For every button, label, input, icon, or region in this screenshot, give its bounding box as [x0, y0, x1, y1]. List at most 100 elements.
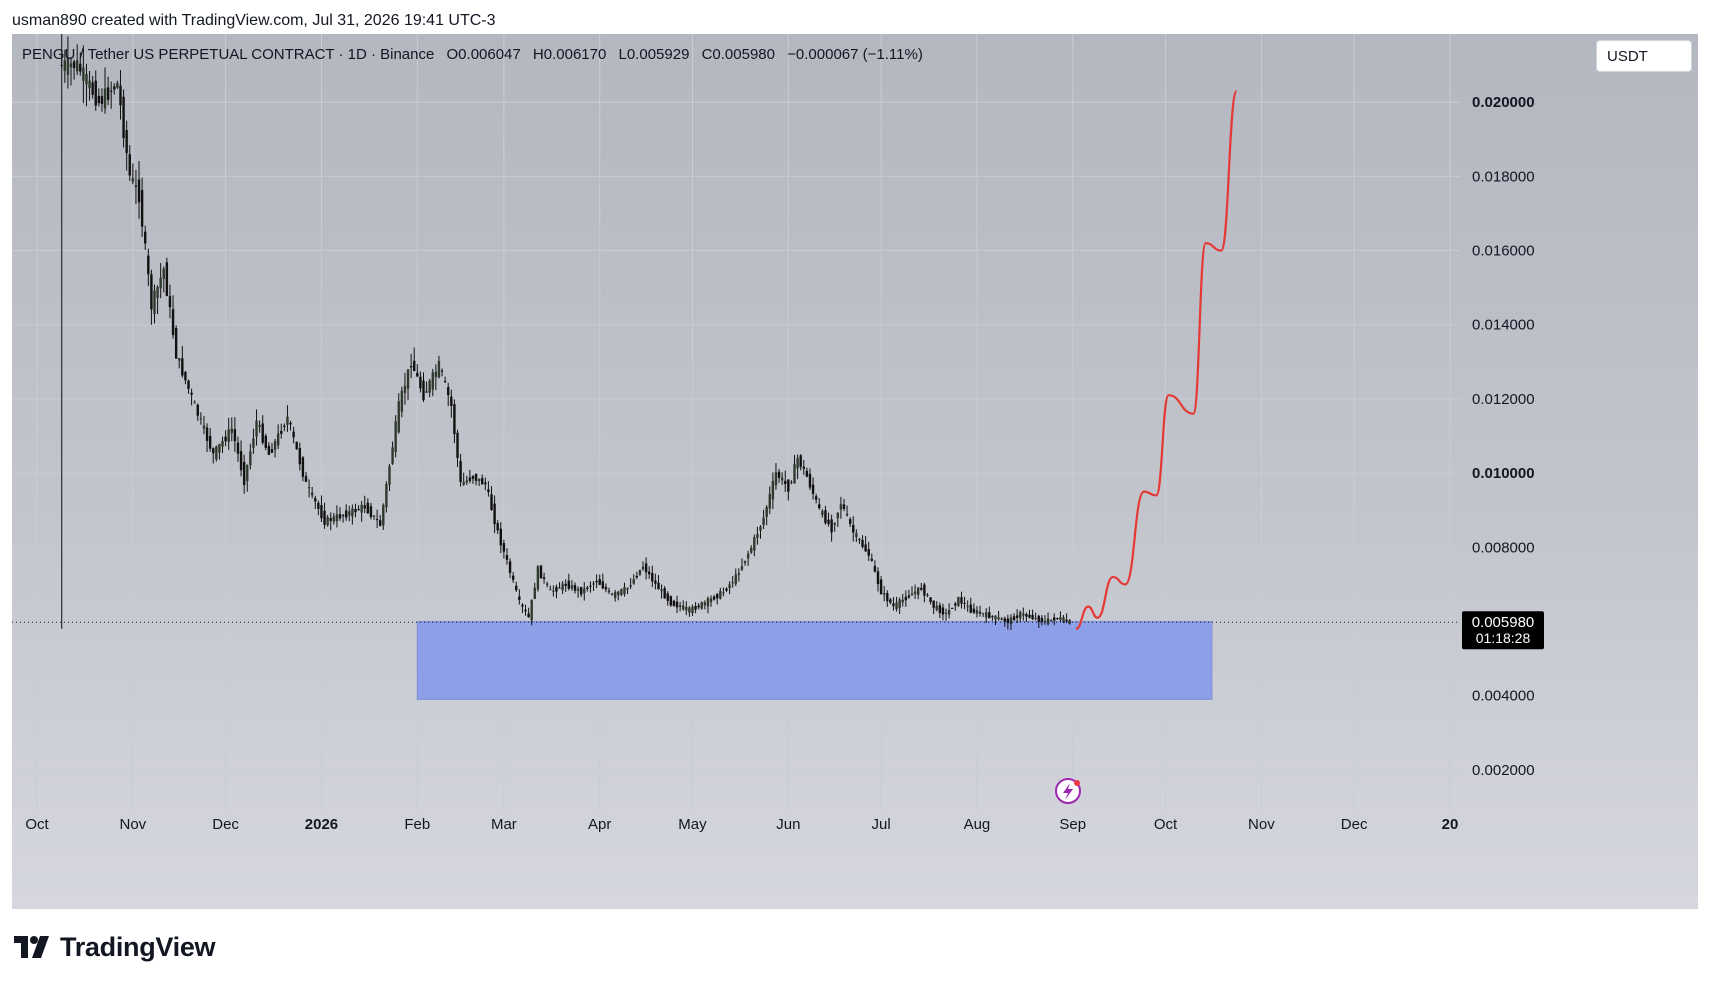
candle-body: [280, 431, 283, 434]
candle-body: [171, 309, 175, 336]
candle-body: [647, 571, 651, 575]
candle-body: [159, 277, 162, 289]
candle-body: [746, 553, 750, 559]
candle-body: [805, 470, 809, 477]
candle-body: [397, 401, 400, 433]
x-axis-tick-label: Aug: [964, 816, 991, 833]
candle-body: [994, 615, 997, 620]
candle-body: [276, 433, 280, 446]
candle-body: [181, 358, 184, 376]
change-value: −0.000067 (−1.11%): [787, 46, 923, 63]
candle-body: [861, 539, 864, 547]
candle-body: [669, 596, 673, 606]
x-axis-tick-label: Dec: [1341, 816, 1368, 833]
candle-body: [110, 90, 113, 92]
candle-body: [558, 587, 561, 589]
candle-body: [663, 588, 666, 599]
candle-body: [991, 616, 994, 618]
candle-body: [190, 392, 193, 395]
candle-body: [694, 606, 697, 610]
candle-body: [691, 606, 694, 613]
candle-body: [255, 420, 258, 437]
candle-body: [814, 496, 818, 500]
candle-body: [808, 473, 812, 488]
candle-body: [527, 613, 530, 618]
candle-body: [382, 504, 385, 526]
candle-body: [598, 579, 601, 585]
support-zone-rectangle[interactable]: [416, 620, 1213, 700]
candle-body: [564, 583, 567, 586]
candle-body: [626, 588, 629, 590]
candle-body: [97, 95, 101, 104]
candle-body: [796, 457, 799, 469]
candle-body: [678, 605, 682, 607]
candle-body: [242, 462, 246, 485]
candle-body: [552, 590, 555, 592]
y-axis-tick-label: 0.018000: [1472, 168, 1535, 185]
candle-body: [697, 605, 700, 608]
candle-body: [131, 178, 135, 182]
candle-body: [830, 519, 833, 533]
candle-body: [951, 607, 954, 609]
candle-body: [369, 506, 373, 518]
currency-button[interactable]: USDT: [1596, 40, 1692, 72]
candle-body: [790, 482, 793, 484]
candle-body: [635, 575, 639, 578]
candle-body: [1043, 620, 1047, 622]
candle-body: [811, 484, 815, 494]
candle-body: [833, 523, 836, 525]
candle-body: [515, 585, 518, 591]
candle-body: [886, 593, 889, 602]
candle-body: [685, 607, 688, 611]
candle-body: [734, 574, 737, 584]
close-value: C0.005980: [701, 46, 775, 63]
x-axis-tick-label: Apr: [588, 816, 611, 833]
candle-body: [372, 515, 376, 517]
candle-body: [484, 482, 487, 485]
candle-body: [1012, 616, 1016, 621]
candle-body: [617, 591, 620, 596]
candle-body: [530, 599, 533, 621]
candle-body: [753, 537, 756, 551]
candle-body: [481, 478, 484, 485]
candle-body: [505, 555, 509, 560]
candle-body: [474, 473, 478, 481]
candle-body: [780, 477, 784, 481]
candle-body: [969, 604, 972, 613]
candle-body: [332, 516, 336, 522]
candle-body: [716, 593, 719, 599]
symbol-name[interactable]: PENGU / Tether US PERPETUAL CONTRACT · 1…: [22, 46, 435, 63]
candle-body: [660, 589, 663, 592]
price-chart[interactable]: 0.002000 0.004000 0.008000 0.010000 0.012000…: [12, 34, 1698, 909]
candle-body: [320, 505, 323, 519]
chart-area[interactable]: 0.002000 0.004000 0.008000 0.010000 0.012000…: [12, 34, 1698, 909]
x-axis-tick-label: Nov: [120, 816, 147, 833]
candle-body: [295, 441, 298, 450]
candle-body: [289, 422, 292, 425]
candle-body: [876, 571, 880, 585]
candle-body: [703, 602, 707, 606]
open-value: O0.006047: [446, 46, 521, 63]
lightning-icon-bolt: [1063, 783, 1073, 800]
candle-body: [75, 60, 79, 72]
candle-body: [357, 509, 360, 511]
candle-body: [388, 466, 391, 485]
candle-body: [1053, 617, 1056, 621]
candle-body: [477, 478, 481, 482]
projection-line[interactable]: [1075, 89, 1238, 630]
candle-body: [981, 613, 985, 615]
candle-body: [666, 593, 669, 601]
tradingview-logo[interactable]: TradingView: [14, 930, 216, 964]
x-axis-tick-label: Jun: [776, 816, 800, 833]
candle-body: [533, 587, 536, 599]
candle-body: [589, 585, 592, 587]
candle-body: [1037, 615, 1040, 622]
candle-body: [212, 448, 215, 454]
candle-body: [570, 585, 574, 589]
candle-body: [827, 519, 830, 524]
notification-dot: [1074, 780, 1080, 786]
candle-body: [926, 594, 929, 596]
candle-body: [413, 360, 416, 371]
candle-body: [583, 588, 586, 594]
candle-body: [490, 494, 493, 511]
